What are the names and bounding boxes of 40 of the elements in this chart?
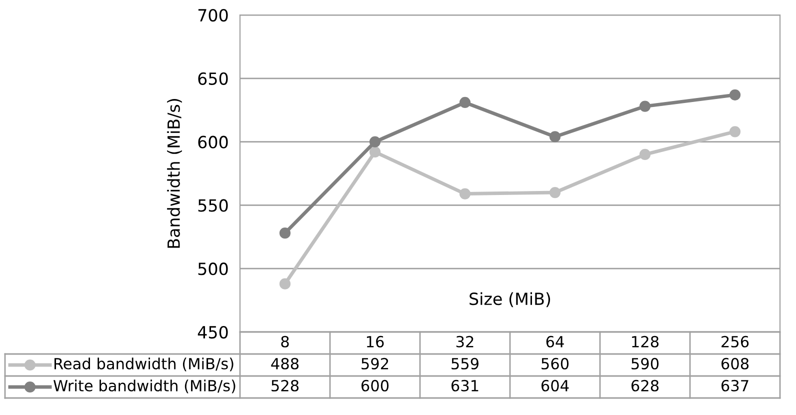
point xyxy=(459,96,471,108)
legend-label: Read bandwidth (MiB/s) xyxy=(54,358,234,372)
y-tick-label: 600 xyxy=(198,136,228,148)
y-axis-title: Bandwidth (MiB/s) xyxy=(167,99,182,248)
x-tick-label: 64 xyxy=(546,336,564,348)
point xyxy=(279,278,291,290)
point xyxy=(549,131,561,142)
data-label: 628 xyxy=(631,380,659,392)
data-label: 604 xyxy=(541,380,569,392)
data-label: 600 xyxy=(361,380,389,392)
data-label: 560 xyxy=(542,358,569,370)
x-tick-label: 8 xyxy=(281,336,289,348)
y-tick-label: 450 xyxy=(198,326,228,339)
y-tick-label: 700 xyxy=(198,8,228,22)
y-tick-label: 650 xyxy=(198,72,228,85)
legend-label: Write bandwidth (MiB/s) xyxy=(54,380,236,394)
point xyxy=(729,89,741,100)
point xyxy=(639,100,651,112)
point xyxy=(729,126,741,138)
point xyxy=(369,146,381,158)
point xyxy=(549,186,561,198)
y-tick-label: 550 xyxy=(198,199,228,212)
data-label: 488 xyxy=(271,358,299,370)
point xyxy=(279,228,291,239)
data-label: 592 xyxy=(362,358,388,370)
x-tick-label: 32 xyxy=(456,336,474,348)
point xyxy=(459,188,471,200)
data-label: 631 xyxy=(451,380,478,392)
point xyxy=(639,148,651,160)
x-tick-label: 128 xyxy=(632,336,659,348)
x-tick-label: 256 xyxy=(722,336,749,348)
data-label: 528 xyxy=(272,380,299,392)
x-axis-title: Size (MiB) xyxy=(470,292,550,308)
data-label: 608 xyxy=(721,358,749,370)
y-tick-label: 500 xyxy=(198,262,228,276)
data-label: 559 xyxy=(452,358,479,370)
data-label: 590 xyxy=(632,358,659,370)
x-tick-label: 16 xyxy=(366,336,384,348)
point xyxy=(369,136,381,148)
data-label: 637 xyxy=(721,380,748,392)
